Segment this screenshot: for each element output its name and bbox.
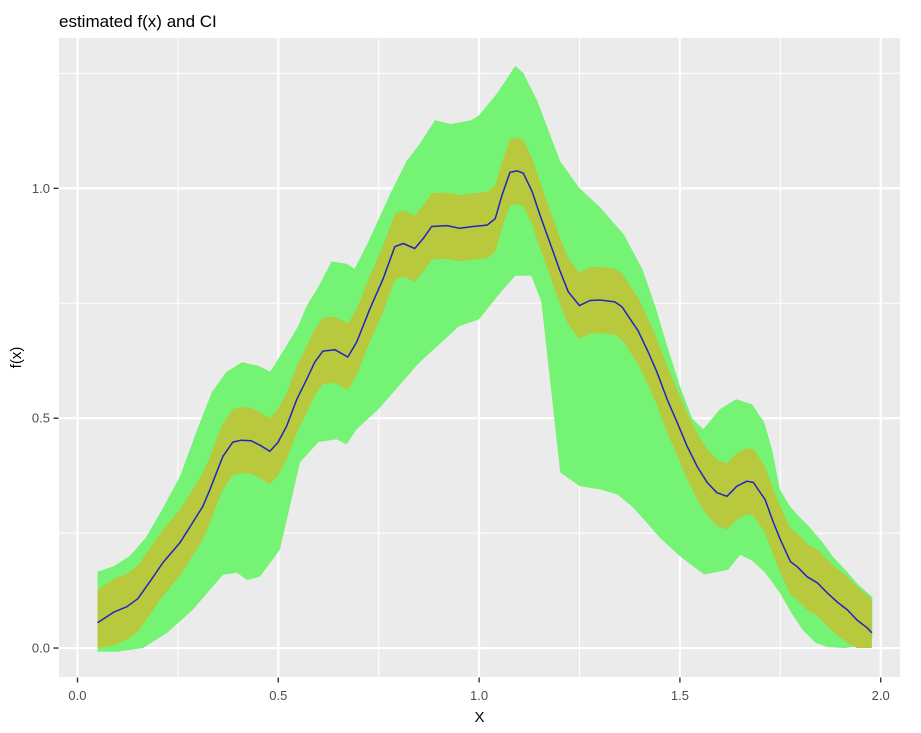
axis-tick-marks — [53, 187, 882, 683]
y-axis-title: f(x) — [8, 347, 25, 369]
x-tick-label: 0.0 — [68, 688, 86, 703]
plot-title: estimated f(x) and CI — [59, 12, 217, 31]
y-tick-label: 0.5 — [32, 411, 50, 426]
x-tick-label: 0.5 — [269, 688, 287, 703]
x-tick-label: 2.0 — [872, 688, 890, 703]
y-axis-tick-labels: 0.0 0.5 1.0 — [32, 181, 50, 656]
x-axis-title: X — [474, 709, 484, 726]
y-tick-label: 0.0 — [32, 641, 50, 656]
major-gridlines — [59, 38, 900, 677]
estimate-line — [97, 170, 873, 634]
x-axis-tick-labels: 0.0 0.5 1.0 1.5 2.0 — [68, 688, 889, 703]
y-tick-label: 1.0 — [32, 181, 50, 196]
outer-ci-band — [97, 66, 873, 652]
inner-ci-band — [97, 137, 872, 649]
x-tick-label: 1.0 — [470, 688, 488, 703]
x-tick-label: 1.5 — [671, 688, 689, 703]
